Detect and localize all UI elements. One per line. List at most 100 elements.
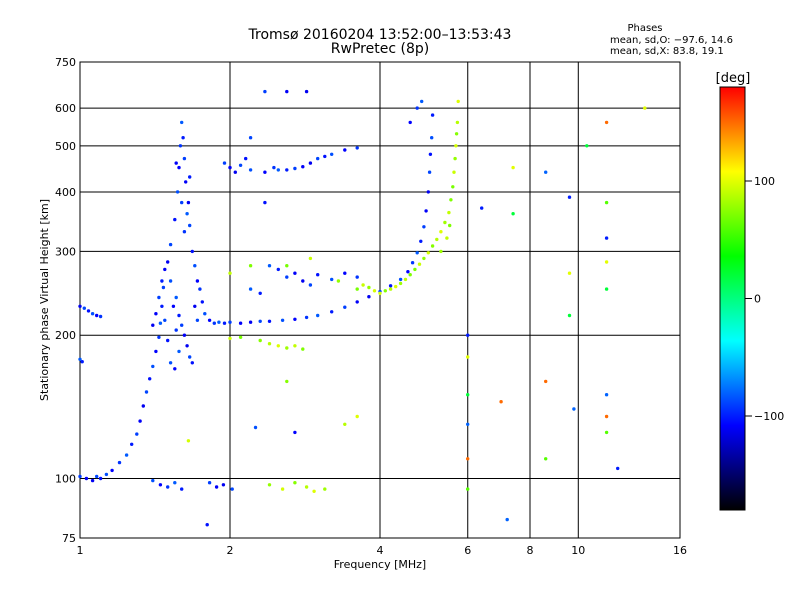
data-point-o — [104, 472, 109, 477]
data-point-other — [604, 430, 609, 435]
data-point-o — [248, 287, 253, 291]
data-point-o — [222, 321, 227, 325]
data-point-other — [604, 287, 609, 291]
data-point-other — [604, 414, 609, 419]
data-point-o — [78, 304, 82, 308]
data-point-o — [158, 483, 163, 487]
data-point-other — [511, 165, 515, 170]
data-point-o — [426, 190, 430, 194]
data-point-o — [173, 217, 177, 222]
data-point-o — [343, 148, 347, 152]
data-point-x — [367, 285, 371, 290]
data-point-o — [173, 367, 177, 371]
data-point-o — [408, 120, 412, 125]
data-point-x — [267, 483, 272, 487]
data-point-o — [308, 161, 313, 165]
data-point-o — [422, 225, 426, 229]
data-point-o — [177, 349, 181, 354]
data-point-x — [398, 281, 403, 286]
data-point-o — [293, 271, 297, 275]
data-point-other — [544, 170, 548, 174]
data-point-o — [117, 460, 122, 465]
data-point-o — [398, 277, 403, 282]
data-point-x — [422, 256, 426, 261]
data-point-o — [238, 321, 243, 325]
data-point-o — [171, 304, 176, 308]
data-point-o — [160, 279, 164, 283]
data-point-other — [567, 313, 572, 318]
data-point-o — [151, 323, 155, 327]
data-point-o — [160, 304, 164, 308]
data-point-x — [258, 338, 262, 343]
data-point-o — [190, 249, 194, 254]
y-tick-label: 100 — [55, 473, 76, 486]
data-point-x — [343, 422, 347, 426]
data-point-x — [394, 284, 398, 289]
data-point-o — [244, 156, 248, 161]
y-axis-label: Stationary phase Virtual Height [km] — [38, 199, 51, 401]
y-tick-label: 300 — [55, 245, 76, 258]
data-point-x — [413, 267, 417, 272]
colorbar-tick-label: 0 — [754, 293, 761, 306]
data-point-other — [466, 393, 470, 397]
data-point-x — [456, 99, 460, 104]
chart-title: Tromsø 20160204 13:52:00–13:53:43 — [248, 27, 512, 43]
data-point-o — [166, 485, 170, 489]
data-point-other — [466, 355, 470, 359]
data-point-o — [205, 523, 209, 527]
data-point-o — [168, 361, 173, 365]
colorbar-ticks: 100 0 −100 — [745, 175, 784, 423]
data-point-x — [417, 262, 422, 266]
data-point-x — [449, 198, 453, 202]
data-point-x — [445, 236, 449, 240]
x-axis-label: Frequency [MHz] — [334, 558, 426, 571]
data-point-o — [181, 136, 185, 140]
data-point-o — [203, 312, 207, 316]
data-point-other — [585, 144, 589, 148]
data-point-o — [285, 168, 289, 172]
data-point-o — [78, 357, 82, 361]
data-point-o — [430, 113, 435, 117]
data-point-o — [182, 333, 187, 337]
x-tick-labels: 1 2 4 6 8 10 16 — [77, 544, 688, 557]
data-point-x — [355, 287, 359, 291]
data-point-x — [452, 170, 456, 174]
data-points — [78, 89, 647, 527]
data-point-o — [174, 161, 178, 165]
data-point-o — [420, 99, 424, 104]
data-point-o — [406, 270, 410, 274]
data-point-o — [308, 283, 313, 287]
data-point-other — [572, 407, 576, 411]
data-point-o — [276, 168, 280, 172]
data-point-other — [499, 400, 503, 404]
data-point-o — [316, 156, 320, 161]
data-point-o — [415, 251, 419, 255]
data-point-o — [301, 279, 305, 283]
x-tick-label: 10 — [571, 544, 585, 557]
y-tick-label: 600 — [55, 102, 76, 115]
data-point-other — [480, 206, 484, 210]
data-point-x — [293, 344, 297, 348]
phase-stats-x: mean, sd,X: 83.8, 19.1 — [610, 46, 724, 57]
data-point-x — [308, 256, 313, 261]
x-tick-label: 16 — [673, 544, 687, 557]
data-point-o — [330, 277, 334, 282]
data-point-o — [180, 200, 184, 205]
data-point-x — [383, 289, 387, 293]
data-point-o — [185, 212, 189, 216]
data-point-o — [195, 279, 200, 283]
data-point-o — [163, 267, 167, 272]
data-point-o — [180, 487, 184, 491]
data-point-o — [184, 180, 188, 184]
data-point-o — [98, 476, 103, 481]
data-point-o — [276, 267, 280, 272]
data-point-o — [222, 161, 227, 165]
data-point-o — [228, 320, 232, 324]
data-point-x — [228, 271, 232, 275]
data-point-o — [301, 165, 305, 169]
data-point-x — [238, 335, 243, 339]
data-point-o — [157, 295, 161, 300]
data-point-o — [151, 364, 155, 369]
y-tick-label: 750 — [55, 56, 76, 69]
data-point-o — [80, 360, 84, 364]
